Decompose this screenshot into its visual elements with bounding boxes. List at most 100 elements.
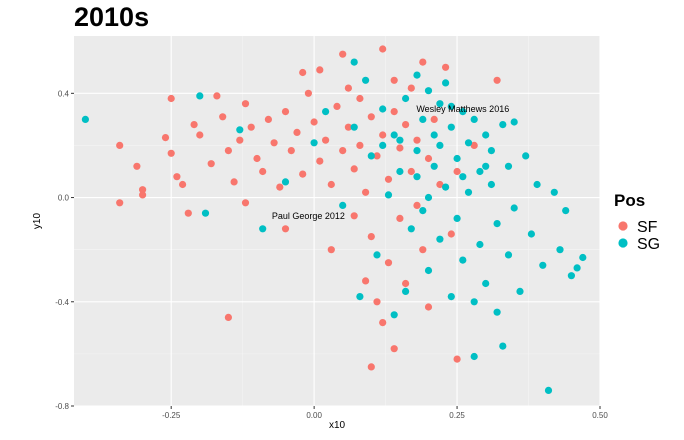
point-sf	[379, 131, 387, 139]
point-sf	[270, 139, 278, 147]
point-sg	[504, 251, 513, 259]
point-sf	[316, 157, 324, 165]
minor-gridlines	[74, 36, 600, 406]
point-sg	[379, 141, 387, 149]
point-sf	[442, 63, 450, 71]
point-sg	[459, 108, 467, 116]
point-sg	[447, 293, 455, 301]
point-sf	[281, 225, 290, 233]
point-sf	[224, 313, 232, 321]
point-sg	[470, 352, 478, 361]
point-sf	[259, 167, 267, 176]
point-sg	[487, 180, 495, 189]
point-sg	[379, 105, 387, 113]
legend-label-sg: SG	[637, 236, 660, 253]
major-gridlines	[74, 36, 601, 407]
point-sg	[424, 266, 433, 275]
point-sf	[287, 147, 295, 155]
point-sg	[402, 94, 410, 103]
point-sf	[207, 160, 215, 168]
point-sf	[367, 113, 375, 121]
point-sf	[299, 170, 307, 178]
point-sg	[527, 230, 536, 238]
point-sg	[453, 214, 461, 222]
point-sf	[367, 233, 375, 241]
point-sf	[167, 94, 175, 103]
x-axis-title: x10	[329, 420, 346, 431]
point-sg	[281, 178, 290, 186]
point-sg	[522, 152, 530, 160]
point-sf	[396, 214, 404, 222]
point-sg	[396, 136, 404, 144]
point-sg	[487, 147, 495, 155]
point-sg	[201, 209, 210, 217]
point-sf	[356, 141, 364, 149]
point-sf	[264, 115, 272, 123]
point-sf	[327, 246, 335, 254]
point-sf	[344, 123, 352, 131]
x-tick-label: 0.50	[592, 411, 608, 420]
point-sf	[419, 246, 427, 254]
y-tick-label: -0.8	[55, 402, 69, 411]
point-sg	[436, 100, 444, 108]
point-sg	[453, 154, 461, 163]
y-tick-label: -0.4	[55, 298, 69, 307]
point-sf	[453, 355, 461, 363]
point-sf	[402, 279, 410, 288]
point-sf	[133, 162, 141, 170]
point-sg	[493, 308, 501, 316]
point-sf	[390, 76, 398, 84]
point-sg	[413, 173, 421, 181]
point-sf	[339, 50, 347, 58]
point-annotation: Paul George 2012	[272, 211, 345, 221]
point-sf	[413, 201, 421, 209]
point-sf	[247, 123, 255, 131]
point-sg	[419, 115, 427, 123]
point-sf	[139, 191, 147, 199]
point-annotation: Wesley Matthews 2016	[416, 104, 509, 114]
point-sg	[573, 264, 581, 272]
point-sf	[116, 199, 124, 207]
point-sf	[379, 319, 387, 327]
point-sg	[493, 220, 501, 228]
point-sg	[510, 204, 518, 212]
point-sg	[356, 293, 364, 301]
point-sf	[453, 167, 461, 176]
point-sg	[396, 167, 404, 176]
point-sf	[236, 136, 244, 144]
point-sf	[424, 303, 433, 311]
point-sg	[482, 279, 490, 288]
point-sf	[396, 144, 404, 152]
point-sf	[327, 180, 335, 189]
point-sf	[281, 108, 290, 116]
point-sf	[407, 167, 415, 176]
point-sf	[213, 92, 221, 100]
point-sg	[236, 126, 244, 134]
point-sf	[293, 128, 301, 136]
point-sg	[407, 225, 415, 233]
point-sg	[533, 180, 541, 189]
point-sf	[362, 188, 370, 196]
point-sg	[402, 287, 410, 295]
point-sf	[379, 45, 387, 53]
point-sg	[373, 251, 381, 259]
point-sg	[470, 115, 478, 123]
point-sg	[556, 246, 564, 254]
point-sg	[550, 188, 558, 196]
point-sf	[304, 89, 312, 97]
y-tick-label: 0.0	[58, 194, 70, 203]
point-sf	[224, 147, 232, 155]
plot-panel	[74, 36, 600, 406]
point-sg	[322, 108, 330, 116]
legend-title: Pos	[614, 191, 645, 210]
point-sg	[459, 173, 467, 181]
point-sg	[424, 193, 433, 202]
data-points	[81, 45, 587, 394]
point-sg	[430, 131, 438, 139]
legend-key-sf	[618, 221, 628, 231]
point-sg	[350, 58, 358, 66]
point-sf	[350, 165, 358, 173]
point-sf	[424, 154, 433, 163]
point-sf	[493, 76, 501, 84]
point-sg	[499, 342, 507, 350]
